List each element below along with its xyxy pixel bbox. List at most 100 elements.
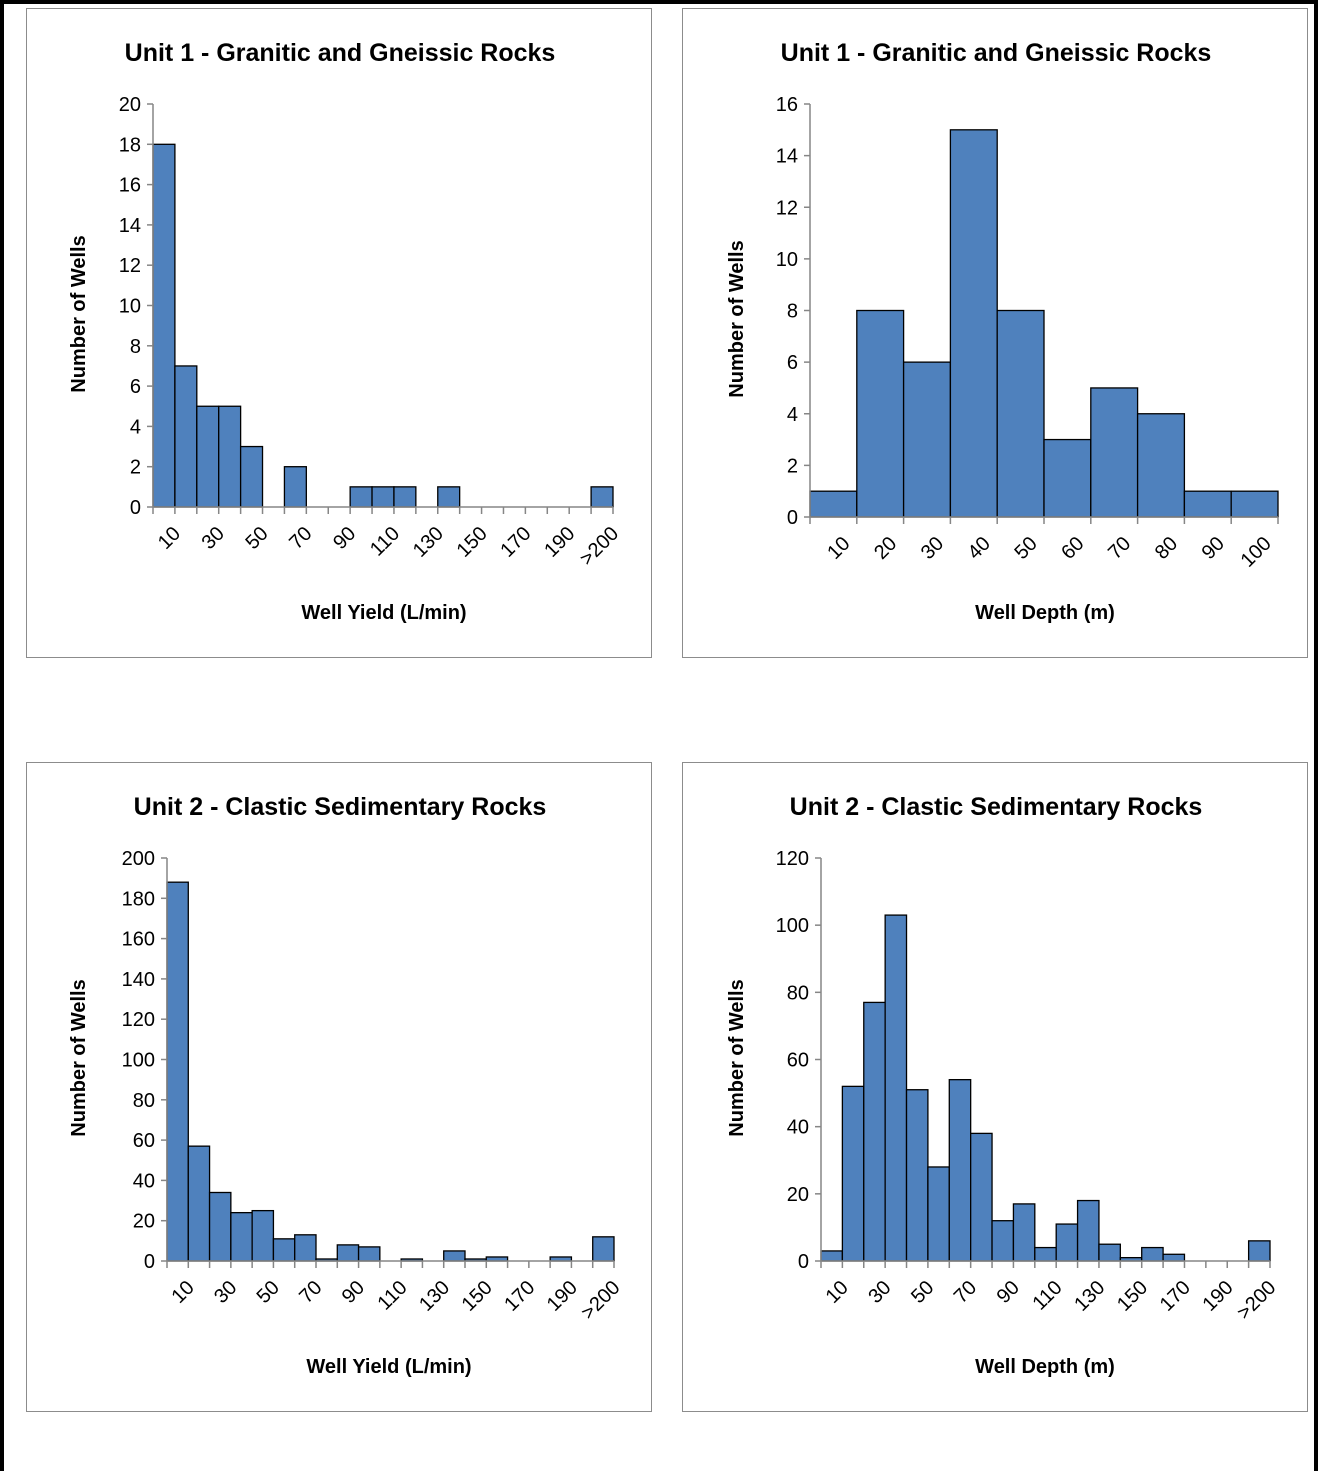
x-tick-label: 170 bbox=[496, 523, 535, 562]
bar-130 bbox=[1076, 1199, 1100, 1262]
bar-60 bbox=[272, 1238, 296, 1262]
y-axis-label: Number of Wells bbox=[68, 235, 90, 392]
bar-50 bbox=[996, 309, 1045, 518]
bar-100 bbox=[1012, 1203, 1036, 1262]
bar-10 bbox=[820, 1250, 844, 1262]
chart-svg: Unit 1 - Granitic and Gneissic Rocks Num… bbox=[68, 39, 623, 624]
x-tick-label: 90 bbox=[993, 1277, 1024, 1308]
y-tick-label: 20 bbox=[119, 94, 141, 116]
x-tick-label: 150 bbox=[453, 523, 492, 562]
bar-90 bbox=[991, 1220, 1015, 1262]
bar->200 bbox=[592, 1236, 615, 1262]
y-tick-label: 40 bbox=[133, 1170, 155, 1192]
x-tick-label: 70 bbox=[285, 523, 316, 554]
y-axis-label: Number of Wells bbox=[68, 979, 90, 1136]
x-tick-label: 110 bbox=[374, 1277, 412, 1315]
x-axis-label: Well Yield (L/min) bbox=[301, 602, 466, 624]
bar-20 bbox=[856, 309, 905, 518]
x-tick-label: >200 bbox=[1233, 1277, 1280, 1324]
x-tick-label: 190 bbox=[1199, 1277, 1238, 1316]
x-tick-label: 190 bbox=[543, 1277, 582, 1316]
x-tick-label: >200 bbox=[577, 1277, 624, 1324]
chart-panel-unit2-depth: Unit 2 - Clastic Sedimentary Rocks Numbe… bbox=[682, 762, 1308, 1412]
y-tick-label: 16 bbox=[776, 94, 798, 116]
x-tick-label: 130 bbox=[409, 523, 448, 562]
y-tick-label: 14 bbox=[119, 215, 141, 237]
x-tick-label: 110 bbox=[1029, 1277, 1067, 1315]
y-tick-label: 18 bbox=[119, 134, 141, 156]
x-tick-label: 10 bbox=[154, 523, 185, 554]
chart-title: Unit 2 - Clastic Sedimentary Rocks bbox=[134, 793, 547, 821]
bar-160 bbox=[1141, 1246, 1164, 1262]
y-tick-label: 80 bbox=[133, 1090, 155, 1112]
bar-50 bbox=[251, 1209, 275, 1262]
bar-20 bbox=[174, 365, 198, 508]
bar->200 bbox=[590, 486, 614, 508]
bar-10 bbox=[152, 143, 176, 508]
chart-title: Unit 2 - Clastic Sedimentary Rocks bbox=[790, 793, 1203, 821]
x-tick-label: 100 bbox=[1237, 533, 1276, 572]
y-tick-label: 60 bbox=[787, 1050, 809, 1072]
bar-40 bbox=[218, 405, 242, 508]
y-tick-label: 0 bbox=[787, 507, 798, 529]
y-tick-label: 100 bbox=[776, 915, 809, 937]
y-tick-label: 12 bbox=[119, 255, 141, 277]
y-tick-label: 180 bbox=[122, 888, 155, 910]
x-tick-label: 30 bbox=[917, 533, 948, 564]
bar-140 bbox=[443, 1250, 466, 1262]
x-tick-label: 170 bbox=[1156, 1277, 1195, 1316]
chart-panel-unit1-yield: Unit 1 - Granitic and Gneissic Rocks Num… bbox=[26, 8, 652, 658]
x-tick-label: 70 bbox=[950, 1277, 981, 1308]
y-tick-label: 100 bbox=[122, 1050, 155, 1072]
bar-10 bbox=[809, 490, 858, 518]
bar-40 bbox=[884, 914, 908, 1262]
y-tick-label: 2 bbox=[787, 455, 798, 477]
x-tick-label: 170 bbox=[500, 1277, 539, 1316]
y-tick-label: 10 bbox=[119, 296, 141, 318]
y-axis-label: Number of Wells bbox=[726, 979, 748, 1136]
y-tick-label: 60 bbox=[133, 1130, 155, 1152]
y-axis-label: Number of Wells bbox=[726, 240, 748, 397]
bar-30 bbox=[208, 1191, 232, 1262]
bar-140 bbox=[1098, 1243, 1121, 1262]
bar-90 bbox=[336, 1244, 360, 1262]
x-tick-label: 40 bbox=[964, 533, 995, 564]
y-tick-label: 0 bbox=[798, 1251, 809, 1273]
x-tick-label: 50 bbox=[1010, 533, 1041, 564]
bar-120 bbox=[1055, 1223, 1079, 1262]
x-tick-label: 50 bbox=[253, 1277, 284, 1308]
x-tick-label: 90 bbox=[338, 1277, 369, 1308]
bar-60 bbox=[1043, 438, 1092, 518]
bar-110 bbox=[371, 486, 395, 508]
y-tick-label: 120 bbox=[776, 848, 809, 870]
y-tick-label: 120 bbox=[122, 1009, 155, 1031]
bar-140 bbox=[437, 486, 461, 508]
y-tick-label: 0 bbox=[144, 1251, 155, 1273]
x-tick-label: 70 bbox=[1104, 533, 1135, 564]
y-tick-label: 14 bbox=[776, 146, 798, 168]
bar-50 bbox=[239, 445, 264, 508]
bar-80 bbox=[970, 1132, 993, 1262]
x-tick-label: 130 bbox=[1070, 1277, 1109, 1316]
x-tick-label: 150 bbox=[458, 1277, 497, 1316]
x-tick-label: 30 bbox=[198, 523, 229, 554]
bar-20 bbox=[841, 1085, 865, 1262]
x-tick-label: 10 bbox=[168, 1277, 199, 1308]
bar-120 bbox=[393, 486, 417, 508]
bar-170 bbox=[1162, 1253, 1186, 1262]
bar-40 bbox=[230, 1211, 253, 1262]
chart-title: Unit 1 - Granitic and Gneissic Rocks bbox=[781, 39, 1212, 67]
y-tick-label: 160 bbox=[122, 929, 155, 951]
y-tick-label: 0 bbox=[130, 497, 141, 519]
bar-50 bbox=[905, 1089, 929, 1262]
bar->200 bbox=[1247, 1240, 1271, 1262]
x-tick-label: 60 bbox=[1057, 533, 1088, 564]
chart-svg: Unit 2 - Clastic Sedimentary Rocks Numbe… bbox=[726, 793, 1280, 1378]
chart-svg: Unit 1 - Granitic and Gneissic Rocks Num… bbox=[726, 39, 1279, 624]
x-tick-label: 30 bbox=[210, 1277, 241, 1308]
bar-110 bbox=[1034, 1246, 1057, 1262]
x-tick-label: 150 bbox=[1113, 1277, 1152, 1316]
chart-panel-unit2-yield: Unit 2 - Clastic Sedimentary Rocks Numbe… bbox=[26, 762, 652, 1412]
bar-60 bbox=[927, 1166, 950, 1262]
